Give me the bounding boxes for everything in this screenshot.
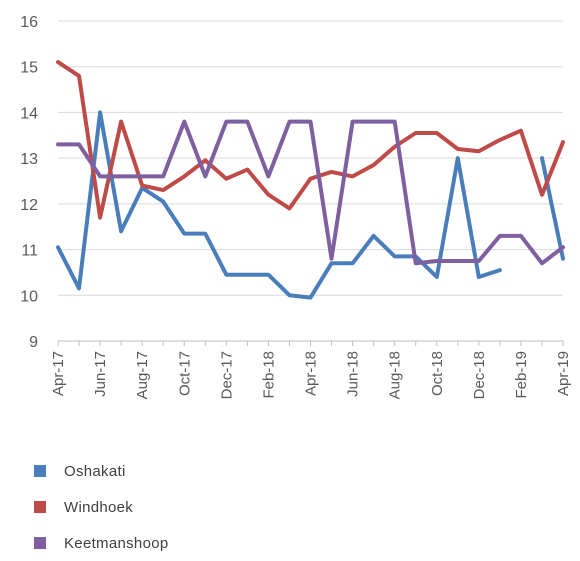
x-tick-label: Apr-19	[555, 351, 572, 396]
legend-label-keetmanshoop: Keetmanshoop	[64, 534, 169, 552]
x-tick-label: Jun-17	[92, 351, 109, 397]
chart-container: 9 10 11 12 13 14 15 16 Apr-17 Jun-17 Aug-17 Oct-17…	[20, 14, 572, 552]
x-tick-label: Feb-19	[513, 351, 530, 399]
y-tick-label: 13	[20, 151, 38, 168]
legend-item-keetmanshoop: Keetmanshoop	[34, 525, 169, 561]
legend-swatch-keetmanshoop	[34, 537, 46, 549]
series-line-keetmanshoop	[56, 119, 565, 266]
legend-swatch-windhoek	[34, 501, 46, 513]
legend-label-oshakati: Oshakati	[64, 462, 126, 480]
x-tick-label: Jun-18	[345, 351, 362, 397]
series-lines	[56, 60, 565, 300]
y-axis-tick-labels: 9 10 11 12 13 14 15 16	[20, 14, 38, 351]
x-tick-label: Apr-17	[50, 351, 67, 396]
legend-swatch-oshakati	[34, 465, 46, 477]
line-chart: 9 10 11 12 13 14 15 16 Apr-17 Jun-17 Aug-17 Oct-17…	[20, 14, 572, 399]
legend-label-windhoek: Windhoek	[64, 498, 134, 516]
x-tick-label: Dec-18	[471, 351, 488, 399]
x-tick-label: Apr-18	[303, 351, 320, 396]
x-tick-label: Feb-18	[260, 351, 277, 399]
legend-item-windhoek: Windhoek	[34, 489, 169, 525]
gridlines	[57, 20, 564, 346]
y-tick-label: 14	[20, 105, 38, 122]
series-line-oshakati-1	[56, 110, 502, 300]
series-line-windhoek	[56, 60, 565, 220]
x-tick-label: Aug-17	[134, 351, 151, 399]
x-tick-label: Oct-18	[429, 351, 446, 396]
y-tick-label: 11	[21, 243, 38, 260]
y-tick-label: 16	[20, 14, 38, 31]
legend-item-oshakati: Oshakati	[34, 453, 169, 489]
x-tick-label: Dec-17	[218, 351, 235, 399]
y-tick-label: 10	[20, 288, 38, 305]
x-axis-tick-labels: Apr-17 Jun-17 Aug-17 Oct-17 Dec-17 Feb-18 Apr-…	[50, 351, 572, 399]
legend: Oshakati Windhoek Keetmanshoop	[34, 453, 169, 561]
x-tick-label: Oct-17	[176, 351, 193, 396]
y-tick-label: 12	[20, 197, 38, 214]
series-line-oshakati-2	[540, 156, 565, 261]
y-tick-label: 15	[20, 60, 38, 77]
y-tick-label: 9	[29, 334, 38, 351]
x-tick-label: Aug-18	[387, 351, 404, 399]
